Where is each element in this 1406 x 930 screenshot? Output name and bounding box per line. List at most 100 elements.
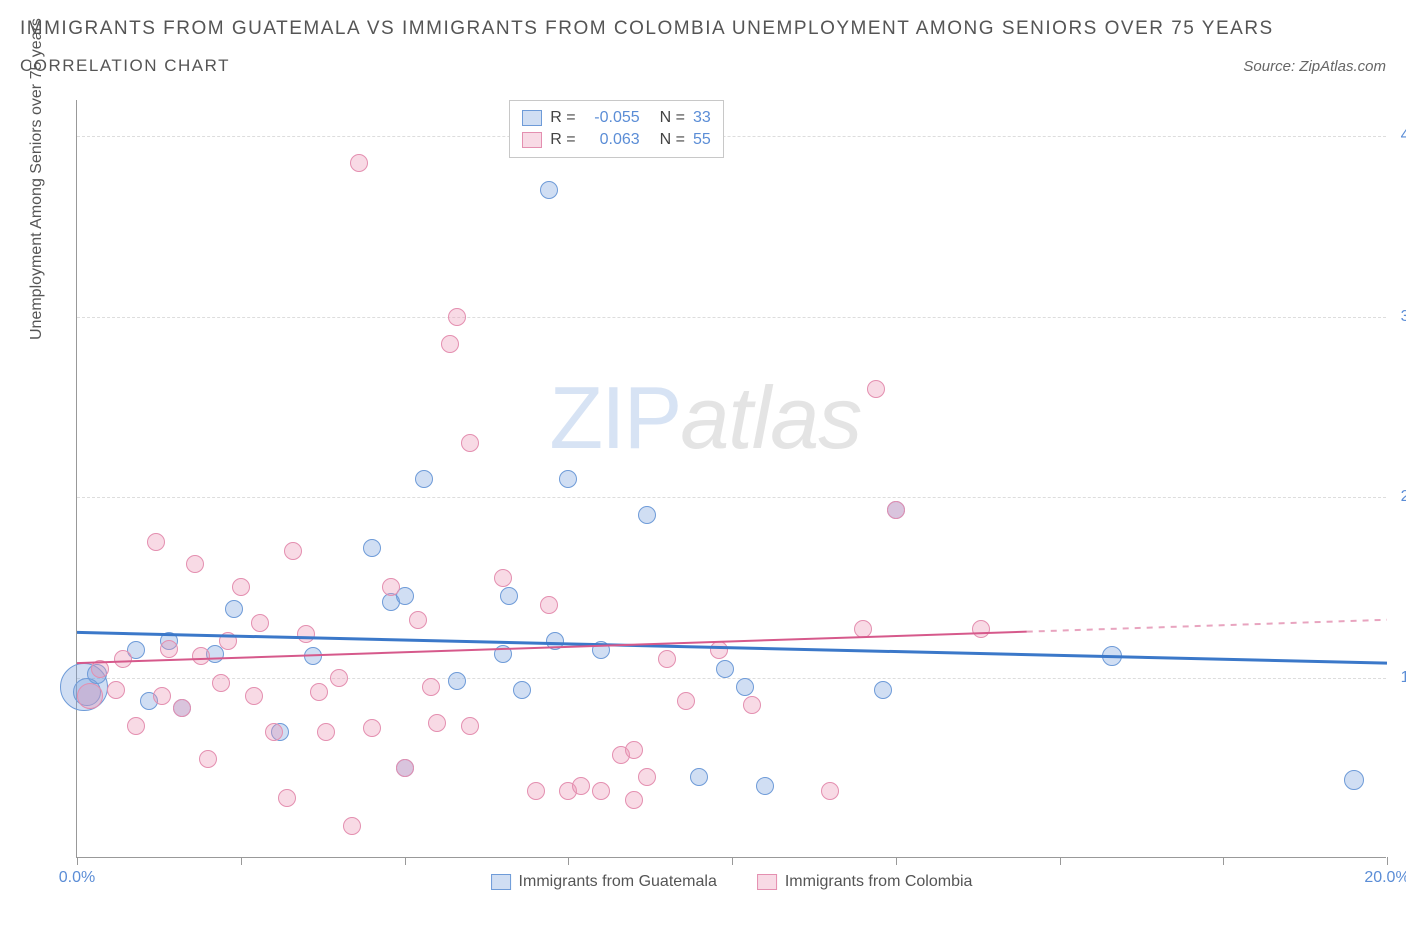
r-value: -0.055 — [584, 107, 640, 129]
data-point — [736, 678, 754, 696]
y-tick-label: 40.0% — [1401, 127, 1406, 145]
data-point — [546, 632, 564, 650]
data-point — [192, 647, 210, 665]
data-point — [278, 789, 296, 807]
chart-title: IMMIGRANTS FROM GUATEMALA VS IMMIGRANTS … — [20, 18, 1386, 40]
plot-area: ZIPatlas 10.0%20.0%30.0%40.0%0.0%20.0%R … — [76, 100, 1386, 858]
x-tick — [1060, 857, 1061, 865]
series-legend-item: Immigrants from Colombia — [757, 873, 973, 891]
r-label: R = — [550, 129, 575, 151]
data-point — [304, 647, 322, 665]
data-point — [716, 660, 734, 678]
data-point — [540, 181, 558, 199]
data-point — [874, 681, 892, 699]
x-tick — [896, 857, 897, 865]
data-point — [382, 578, 400, 596]
data-point — [265, 723, 283, 741]
data-point — [513, 681, 531, 699]
data-point — [232, 578, 250, 596]
x-tick-label: 0.0% — [59, 869, 95, 887]
data-point — [500, 587, 518, 605]
data-point — [625, 791, 643, 809]
chart-container: Unemployment Among Seniors over 75 years… — [56, 100, 1386, 880]
series-legend-label: Immigrants from Colombia — [785, 873, 973, 891]
trend-lines — [77, 100, 1387, 858]
legend-swatch — [757, 874, 777, 890]
data-point — [756, 777, 774, 795]
x-tick — [241, 857, 242, 865]
data-point — [114, 650, 132, 668]
data-point — [160, 640, 178, 658]
data-point — [559, 470, 577, 488]
source-name: ZipAtlas.com — [1299, 58, 1386, 75]
data-point — [677, 692, 695, 710]
x-tick — [732, 857, 733, 865]
legend-swatch — [522, 132, 542, 148]
data-point — [409, 611, 427, 629]
x-tick — [568, 857, 569, 865]
data-point — [330, 669, 348, 687]
data-point — [625, 741, 643, 759]
source-attribution: Source: ZipAtlas.com — [1243, 58, 1386, 75]
data-point — [461, 434, 479, 452]
data-point — [867, 380, 885, 398]
data-point — [658, 650, 676, 668]
series-legend: Immigrants from Guatemala Immigrants from… — [491, 873, 973, 891]
data-point — [199, 750, 217, 768]
data-point — [1102, 646, 1122, 666]
data-point — [441, 335, 459, 353]
data-point — [91, 660, 109, 678]
data-point — [638, 768, 656, 786]
data-point — [743, 696, 761, 714]
data-point — [363, 719, 381, 737]
r-value: 0.063 — [584, 129, 640, 151]
data-point — [212, 674, 230, 692]
legend-swatch — [522, 110, 542, 126]
y-tick-label: 20.0% — [1401, 488, 1406, 506]
data-point — [343, 817, 361, 835]
data-point — [854, 620, 872, 638]
subtitle-row: CORRELATION CHART Source: ZipAtlas.com — [20, 56, 1386, 76]
data-point — [572, 777, 590, 795]
data-point — [461, 717, 479, 735]
legend-swatch — [491, 874, 511, 890]
gridline — [77, 317, 1386, 318]
data-point — [494, 569, 512, 587]
gridline — [77, 678, 1386, 679]
x-tick — [1387, 857, 1388, 865]
data-point — [690, 768, 708, 786]
data-point — [396, 759, 414, 777]
data-point — [821, 782, 839, 800]
data-point — [527, 782, 545, 800]
n-value: 33 — [693, 107, 711, 129]
n-label: N = — [660, 107, 685, 129]
data-point — [219, 632, 237, 650]
chart-subtitle: CORRELATION CHART — [20, 56, 230, 76]
data-point — [415, 470, 433, 488]
data-point — [225, 600, 243, 618]
series-legend-label: Immigrants from Guatemala — [519, 873, 717, 891]
gridline — [77, 497, 1386, 498]
x-tick — [77, 857, 78, 865]
n-value: 55 — [693, 129, 711, 151]
watermark: ZIPatlas — [549, 367, 861, 469]
data-point — [317, 723, 335, 741]
data-point — [887, 501, 905, 519]
data-point — [428, 714, 446, 732]
source-prefix: Source: — [1243, 58, 1295, 75]
data-point — [1344, 770, 1364, 790]
data-point — [251, 614, 269, 632]
data-point — [186, 555, 204, 573]
gridline — [77, 136, 1386, 137]
title-block: IMMIGRANTS FROM GUATEMALA VS IMMIGRANTS … — [0, 0, 1406, 76]
n-label: N = — [660, 129, 685, 151]
data-point — [310, 683, 328, 701]
data-point — [107, 681, 125, 699]
data-point — [710, 641, 728, 659]
data-point — [173, 699, 191, 717]
data-point — [363, 539, 381, 557]
data-point — [422, 678, 440, 696]
data-point — [592, 641, 610, 659]
series-legend-item: Immigrants from Guatemala — [491, 873, 717, 891]
r-label: R = — [550, 107, 575, 129]
